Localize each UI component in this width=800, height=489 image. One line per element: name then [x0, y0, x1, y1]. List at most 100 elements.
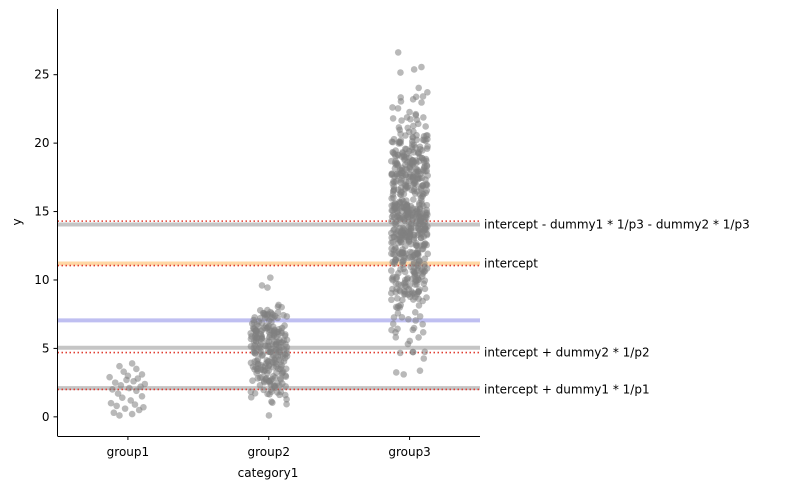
data-point-group3-548 — [388, 296, 395, 304]
data-point-group3-511 — [388, 250, 395, 257]
y-tick-label-25: 25 — [34, 68, 49, 82]
data-point-group2-209 — [253, 321, 261, 328]
data-point-group3-584 — [411, 270, 419, 277]
data-point-group3-596 — [399, 261, 407, 268]
data-point-group1-15 — [126, 384, 133, 392]
data-point-group3-194 — [419, 328, 427, 336]
data-point-group2-168 — [251, 314, 258, 321]
data-point-group1-4 — [121, 405, 129, 412]
data-point-group3-573 — [397, 176, 404, 184]
data-point-group1-14 — [109, 386, 116, 393]
data-point-group3-543 — [402, 153, 410, 161]
data-point-group1-18 — [141, 380, 149, 388]
data-point-group3-466 — [407, 166, 415, 174]
data-point-group1-23 — [106, 373, 113, 381]
data-point-group2-191 — [277, 339, 285, 346]
data-point-group3-598 — [406, 160, 414, 168]
data-point-group2-245 — [256, 374, 264, 382]
data-point-group3-508 — [394, 310, 402, 317]
data-point-group2-116 — [265, 412, 273, 419]
data-point-group3-562 — [409, 289, 417, 297]
x-tick-label-group1: group1 — [107, 445, 150, 459]
data-point-group2-242 — [271, 312, 279, 320]
data-point-group2-217 — [251, 350, 259, 357]
x-ticks: group1 group2 group3 — [107, 436, 431, 459]
data-point-group2-211 — [273, 389, 281, 396]
data-point-group3-337 — [388, 234, 395, 242]
x-tick-label-group3: group3 — [388, 445, 431, 459]
data-point-group2-237 — [270, 383, 278, 390]
data-point-group3-482 — [412, 110, 420, 118]
data-point-group3-449 — [418, 63, 425, 71]
data-point-group2-146 — [276, 382, 283, 389]
data-point-group3-442 — [388, 326, 395, 334]
data-point-group1-7 — [131, 401, 139, 408]
data-point-group3-569 — [397, 184, 405, 192]
data-point-group3-464 — [394, 304, 401, 312]
data-point-group1-24 — [124, 372, 132, 380]
data-point-group3-260 — [400, 371, 407, 378]
reference-line-label-8: intercept + dummy1 * 1/p1 — [484, 382, 650, 396]
data-point-group3-540 — [401, 200, 409, 208]
y-tick-label-10: 10 — [34, 273, 49, 287]
data-points — [106, 49, 432, 419]
data-point-group3-572 — [390, 178, 397, 185]
data-point-group3-121 — [421, 348, 429, 356]
data-point-group3-542 — [422, 181, 430, 189]
data-point-group3-210 — [415, 302, 423, 309]
data-point-group3-579 — [416, 201, 423, 209]
data-point-group3-590 — [421, 226, 428, 234]
data-point-group3-555 — [417, 185, 425, 193]
data-point-group3-59 — [415, 334, 422, 341]
data-point-group2-137 — [258, 282, 266, 289]
data-point-group3-578 — [405, 238, 413, 245]
data-point-group2-202 — [280, 358, 288, 365]
data-point-group3-544 — [417, 217, 424, 225]
data-point-group3-595 — [406, 108, 413, 116]
data-point-group3-306 — [422, 137, 429, 145]
data-point-group2-238 — [247, 388, 255, 396]
data-point-group3-115 — [397, 69, 404, 76]
data-point-group3-504 — [391, 165, 399, 172]
data-point-group2-244 — [251, 341, 258, 349]
data-point-group2-247 — [274, 353, 282, 360]
data-point-group2-192 — [278, 370, 286, 377]
data-point-group3-582 — [413, 242, 421, 249]
data-point-group1-27 — [133, 365, 140, 373]
data-point-group2-243 — [258, 327, 265, 335]
data-point-group3-523 — [396, 224, 403, 232]
data-point-group2-239 — [265, 322, 273, 330]
data-point-group3-587 — [404, 208, 411, 215]
data-point-group3-393 — [409, 96, 417, 103]
data-point-group3-506 — [410, 122, 417, 130]
data-point-group3-226 — [394, 295, 401, 302]
data-point-group3-314 — [401, 145, 409, 153]
data-point-group3-545 — [424, 132, 431, 139]
data-point-group3-91 — [416, 367, 424, 374]
data-point-group3-485 — [422, 167, 429, 175]
data-point-group3-503 — [391, 258, 399, 266]
data-point-group3-589 — [423, 241, 431, 249]
data-point-group3-309 — [410, 66, 418, 73]
data-point-group3-340 — [394, 105, 402, 112]
data-point-group3-211 — [388, 239, 395, 246]
data-point-group3-592 — [419, 270, 427, 277]
y-tick-label-15: 15 — [34, 205, 49, 219]
data-point-group3-408 — [404, 183, 411, 190]
data-point-group2-248 — [271, 327, 278, 334]
data-point-group2-222 — [272, 341, 279, 349]
data-point-group3-70 — [396, 349, 404, 357]
data-point-group3-77 — [399, 296, 406, 304]
data-point-group2-159 — [260, 386, 267, 394]
data-point-group2-226 — [256, 381, 264, 389]
data-point-group3-529 — [388, 275, 396, 282]
data-point-group3-564 — [410, 231, 418, 239]
data-point-group3-575 — [415, 175, 422, 183]
data-point-group2-228 — [267, 345, 275, 353]
data-point-group3-492 — [414, 247, 421, 255]
data-point-group3-448 — [413, 116, 421, 124]
data-point-group3-254 — [421, 255, 429, 262]
data-point-group2-187 — [258, 319, 266, 327]
y-tick-label-20: 20 — [34, 136, 49, 150]
data-point-group3-205 — [424, 250, 432, 258]
